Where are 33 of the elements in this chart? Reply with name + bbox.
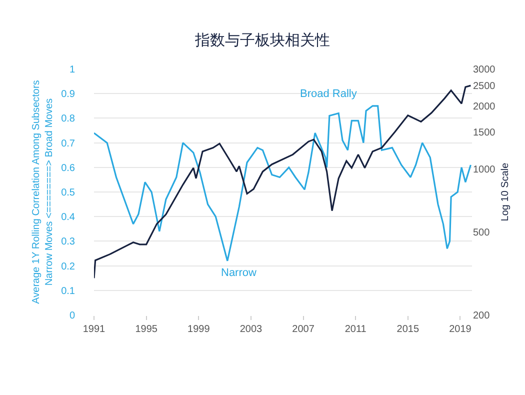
x-tick-label: 2011: [344, 324, 367, 335]
x-tick-label: 2015: [396, 324, 420, 335]
y2-axis-title: Log 10 Scale: [500, 162, 512, 222]
y2-tick-label: 2000: [473, 101, 496, 112]
chart-title: 指数与子板块相关性: [194, 32, 330, 49]
line-series: [94, 84, 472, 279]
x-tick-label: 2019: [449, 324, 472, 335]
line-series: [94, 105, 472, 262]
y-tick-label: 0.7: [61, 138, 76, 150]
y-tick-label: 0.9: [61, 89, 76, 100]
y-tick-label: 0.8: [61, 114, 76, 125]
y2-tick-label: 500: [473, 227, 490, 238]
y-tick-label: 0.2: [61, 261, 76, 272]
y2-tick-label: 3000: [473, 64, 496, 76]
x-tick-label: 1999: [188, 324, 210, 335]
y-tick-label: 0.6: [61, 162, 76, 174]
y2-tick-label: 1500: [473, 127, 496, 138]
x-tick-label: 1995: [135, 324, 158, 335]
y-tick-label: 1: [69, 64, 76, 76]
x-tick-label: 1991: [82, 324, 106, 335]
y2-tick-label: 200: [473, 310, 490, 322]
annotation: Narrow: [221, 267, 257, 279]
y-tick-label: 0.1: [61, 286, 76, 297]
y-tick-label: 0.5: [61, 188, 76, 198]
y2-tick-label: 1000: [473, 164, 496, 176]
x-tick-label: 2003: [240, 324, 263, 335]
y-tick-label: 0.4: [61, 212, 76, 224]
y-tick-label: 0: [69, 310, 76, 322]
x-tick-label: 2007: [292, 324, 315, 335]
y-tick-label: 0.3: [61, 236, 76, 248]
annotation: Broad Rally: [300, 88, 358, 100]
y2-tick-label: 2500: [473, 81, 496, 92]
y-axis-title: Average 1Y Rolling Correlation Among Subsectors Narrow Moves <========> Broad Moves: [31, 80, 56, 304]
